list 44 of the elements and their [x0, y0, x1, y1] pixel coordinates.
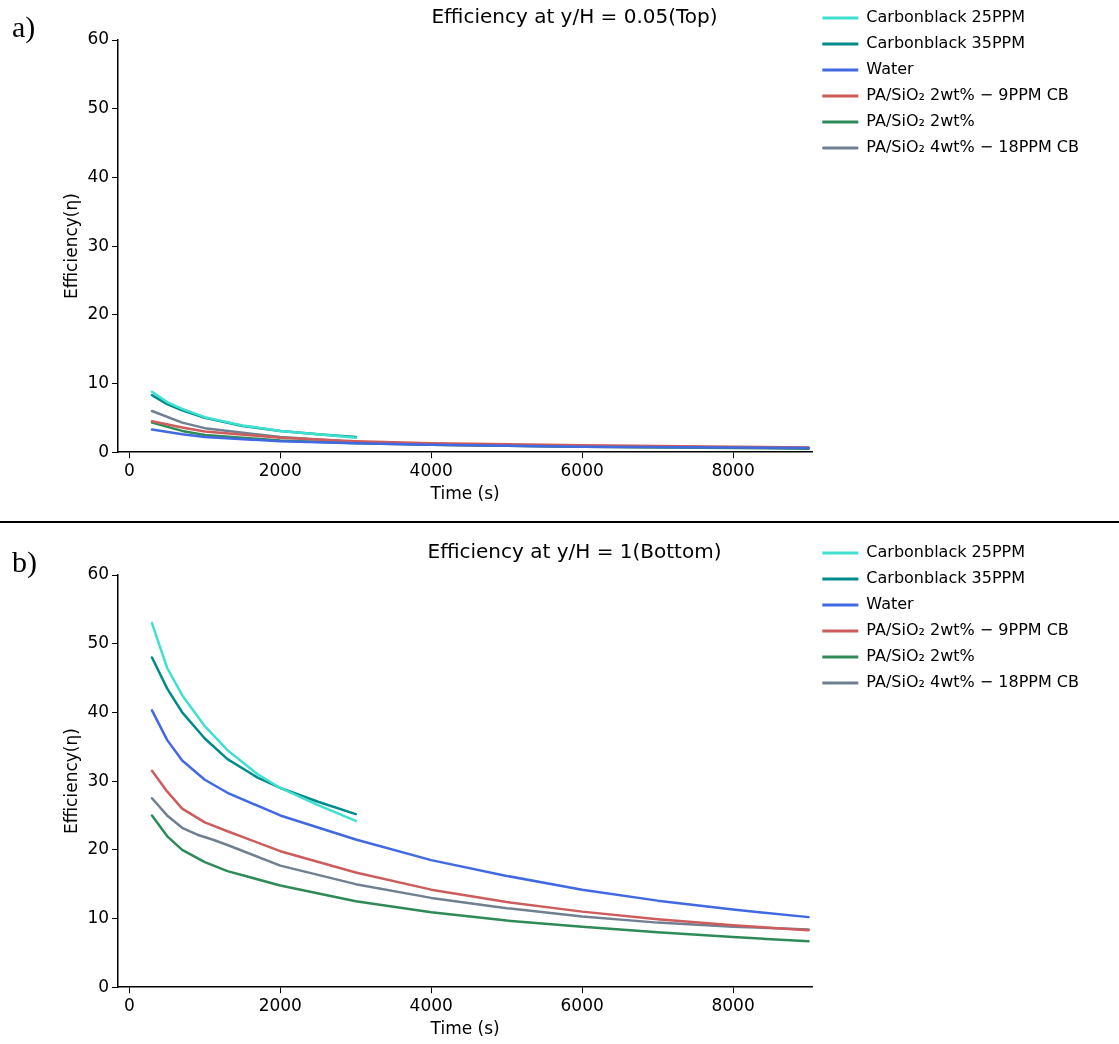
legend-label: PA/SiO₂ 2wt% − 9PPM CB: [866, 620, 1069, 640]
legend-label: Carbonblack 35PPM: [866, 33, 1025, 53]
y-axis-title: Efficiency(η): [60, 728, 81, 835]
y-tick-label: 60: [87, 563, 110, 584]
y-axis-title: Efficiency(η): [60, 193, 81, 300]
x-tick-label: 6000: [560, 994, 604, 1015]
chart-title: Efficiency at y/H = 0.05(Top): [431, 4, 718, 29]
legend-label: PA/SiO₂ 2wt% − 9PPM CB: [866, 85, 1069, 105]
y-tick-label: 60: [87, 28, 110, 49]
chart-title: Efficiency at y/H = 1(Bottom): [427, 539, 722, 564]
legend-label: Carbonblack 25PPM: [866, 7, 1025, 27]
x-tick-label: 0: [123, 459, 135, 480]
y-tick-label: 30: [87, 769, 110, 790]
y-tick-label: 10: [87, 906, 110, 927]
legend-label: Carbonblack 25PPM: [866, 542, 1025, 562]
y-tick-label: 20: [87, 838, 110, 859]
y-tick-label: 50: [87, 97, 110, 118]
x-tick-label: 8000: [711, 994, 755, 1015]
legend-label: Water: [866, 594, 915, 614]
x-tick-label: 2000: [258, 994, 302, 1015]
x-tick-label: 4000: [409, 459, 453, 480]
legend-label: PA/SiO₂ 4wt% − 18PPM CB: [866, 137, 1079, 157]
x-tick-label: 0: [123, 994, 135, 1015]
legend-label: PA/SiO₂ 4wt% − 18PPM CB: [866, 672, 1079, 692]
x-axis-title: Time (s): [429, 1018, 500, 1039]
y-tick-label: 40: [87, 700, 110, 721]
legend-label: PA/SiO₂ 2wt%: [866, 646, 975, 666]
y-tick-label: 0: [98, 440, 110, 461]
x-tick-label: 4000: [409, 994, 453, 1015]
legend-label: Carbonblack 35PPM: [866, 568, 1025, 588]
y-tick-label: 20: [87, 303, 110, 324]
y-tick-label: 50: [87, 632, 110, 653]
y-tick-label: 10: [87, 371, 110, 392]
legend-label: Water: [866, 59, 915, 79]
y-tick-label: 0: [98, 975, 110, 996]
x-tick-label: 6000: [560, 459, 604, 480]
text: a): [12, 9, 36, 44]
x-tick-label: 8000: [711, 459, 755, 480]
y-tick-label: 40: [87, 165, 110, 186]
y-tick-label: 30: [87, 234, 110, 255]
text: b): [12, 544, 37, 579]
x-tick-label: 2000: [258, 459, 302, 480]
legend-label: PA/SiO₂ 2wt%: [866, 111, 975, 131]
x-axis-title: Time (s): [429, 483, 500, 504]
